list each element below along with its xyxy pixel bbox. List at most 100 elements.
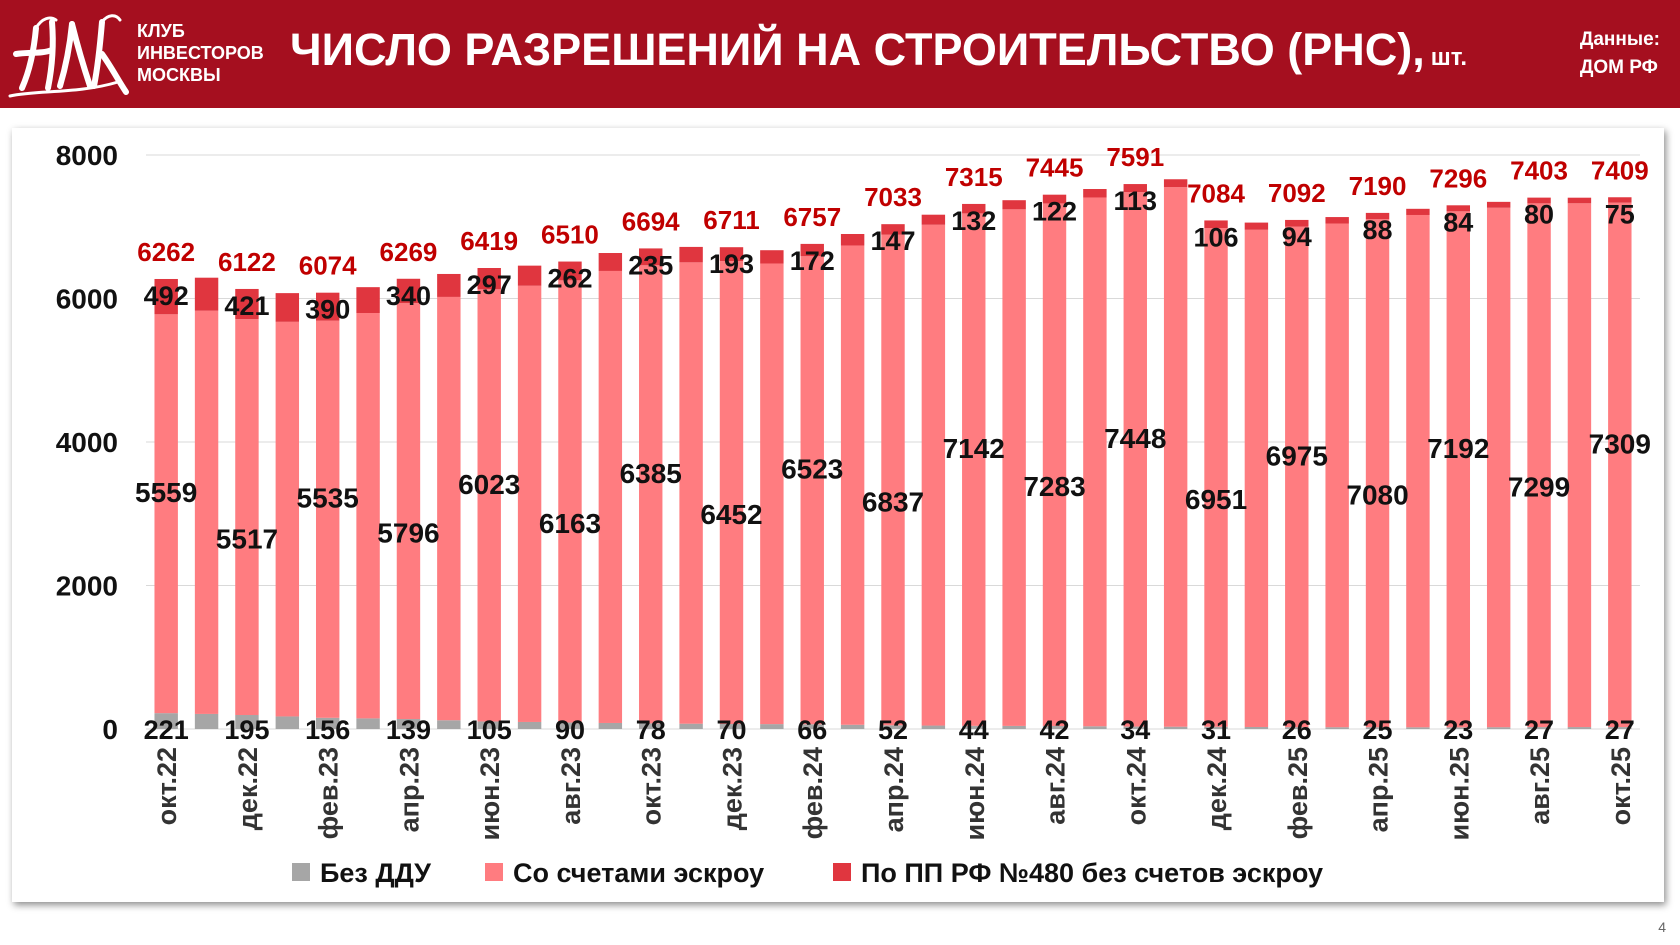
data-label-no-ddu: 70 [716, 715, 746, 745]
data-label-no-ddu: 195 [224, 715, 269, 745]
data-label-escrow: 7080 [1346, 480, 1408, 511]
bar-segment-no-ddu [840, 724, 865, 729]
x-tick-label: окт.25 [1606, 747, 1636, 825]
bar-segment-escrow [1002, 209, 1026, 726]
data-label-no-ddu: 78 [636, 715, 666, 745]
data-label-pp480: 88 [1363, 215, 1393, 245]
bar-segment-escrow [275, 321, 300, 717]
organization-name: КЛУБ ИНВЕСТОРОВ МОСКВЫ [137, 20, 264, 86]
data-label-pp480: 106 [1193, 222, 1238, 252]
bar-segment-escrow [1325, 223, 1349, 728]
data-label-no-ddu: 156 [305, 715, 350, 745]
x-tick-label: окт.23 [637, 747, 667, 825]
bar-segment-no-ddu [679, 723, 703, 729]
bar-segment-pp480 [760, 250, 784, 264]
data-label-escrow: 7192 [1427, 433, 1489, 464]
data-label-no-ddu: 23 [1443, 715, 1473, 745]
data-label-pp480: 84 [1443, 207, 1473, 237]
data-label-escrow: 6023 [458, 469, 520, 500]
data-label-pp480: 340 [386, 281, 431, 311]
data-label-no-ddu: 221 [144, 715, 189, 745]
data-label-total: 6711 [703, 205, 759, 235]
bar-segment-pp480 [1002, 200, 1026, 210]
bar-segment-pp480 [719, 247, 744, 262]
bar-segment-pp480 [1446, 205, 1471, 212]
page-title: ЧИСЛО РАЗРЕШЕНИЙ НА СТРОИТЕЛЬСТВО (РНС),… [290, 24, 1467, 76]
bar-segment-escrow [1567, 203, 1592, 728]
bar-segment-pp480 [275, 293, 300, 322]
x-tick-label: окт.22 [152, 747, 182, 825]
x-tick-label: дек.24 [1202, 747, 1232, 830]
data-source: Данные: ДОМ РФ [1580, 26, 1660, 82]
data-label-total: 7403 [1510, 156, 1568, 186]
y-tick-label: 0 [102, 714, 118, 745]
bar-segment-no-ddu [194, 713, 219, 729]
bar-segment-pp480 [840, 233, 865, 246]
data-label-total: 7296 [1429, 163, 1487, 193]
bar-segment-escrow [517, 285, 542, 722]
legend-pp480: По ПП РФ №480 без счетов эскроу [833, 858, 1323, 889]
bar-segment-no-ddu [1365, 727, 1390, 729]
data-label-total: 7315 [945, 162, 1003, 192]
bar-segment-no-ddu [1406, 727, 1430, 729]
bar-segment-no-ddu [881, 725, 905, 729]
bar-segment-escrow [477, 289, 501, 722]
bar-segment-pp480 [1365, 212, 1390, 220]
bar-segment-pp480 [1083, 189, 1107, 198]
bar-segment-pp480 [1204, 220, 1228, 229]
data-label-total: 7591 [1106, 142, 1164, 172]
bar-segment-no-ddu [396, 719, 421, 729]
bar-segment-no-ddu [154, 713, 178, 729]
data-label-pp480: 75 [1605, 199, 1635, 229]
bar-segment-escrow [719, 261, 744, 724]
y-tick-label: 8000 [56, 140, 118, 171]
data-label-escrow: 7448 [1104, 423, 1166, 454]
data-label-total: 7033 [864, 182, 922, 212]
bar-segment-no-ddu [235, 715, 259, 729]
data-label-total: 7445 [1026, 153, 1084, 183]
data-label-pp480: 235 [628, 250, 673, 280]
data-label-no-ddu: 52 [878, 715, 908, 745]
bar-segment-pp480 [921, 214, 946, 225]
x-tick-label: дек.23 [717, 747, 747, 830]
data-label-pp480: 421 [224, 291, 269, 321]
bar-segment-pp480 [1042, 194, 1067, 204]
data-label-total: 6074 [299, 251, 357, 281]
data-label-no-ddu: 105 [467, 715, 512, 745]
y-tick-label: 6000 [56, 284, 118, 315]
bar-segment-escrow [315, 320, 340, 718]
data-label-pp480: 172 [790, 246, 835, 276]
title-unit: шт. [1430, 44, 1468, 71]
bar-segment-no-ddu [356, 718, 380, 729]
bar-segment-no-ddu [639, 723, 663, 729]
data-label-escrow: 6975 [1266, 440, 1328, 471]
data-label-escrow: 6951 [1185, 484, 1247, 515]
bar-segment-escrow [760, 263, 784, 725]
data-label-pp480: 122 [1032, 197, 1077, 227]
bar-segment-no-ddu [1244, 726, 1269, 729]
bar-segment-no-ddu [800, 724, 824, 729]
data-label-escrow: 7283 [1023, 471, 1085, 502]
bar-segment-escrow [154, 314, 178, 714]
x-tick-label: окт.24 [1121, 747, 1151, 825]
data-label-no-ddu: 139 [386, 715, 431, 745]
data-label-total: 6262 [137, 237, 195, 267]
x-tick-label: июн.23 [475, 747, 505, 841]
bar-segment-no-ddu [1325, 727, 1349, 729]
bar-segment-pp480 [517, 265, 542, 286]
org-line-2: ИНВЕСТОРОВ [137, 43, 264, 63]
data-label-total: 7409 [1591, 155, 1649, 185]
bar-segment-escrow [437, 296, 461, 721]
data-label-no-ddu: 44 [959, 715, 989, 745]
bar-segment-escrow [639, 265, 663, 724]
bar-segment-no-ddu [1567, 727, 1592, 729]
data-label-total: 7092 [1268, 178, 1326, 208]
bar-segment-no-ddu [1204, 726, 1228, 729]
bar-segment-escrow [1486, 207, 1511, 728]
bar-segment-pp480 [679, 246, 703, 263]
source-label: Данные: [1579, 29, 1660, 50]
bar-segment-no-ddu [760, 724, 784, 729]
data-label-pp480: 193 [709, 249, 754, 279]
x-tick-label: авг.25 [1525, 747, 1555, 825]
bar-segment-escrow [1163, 187, 1188, 727]
